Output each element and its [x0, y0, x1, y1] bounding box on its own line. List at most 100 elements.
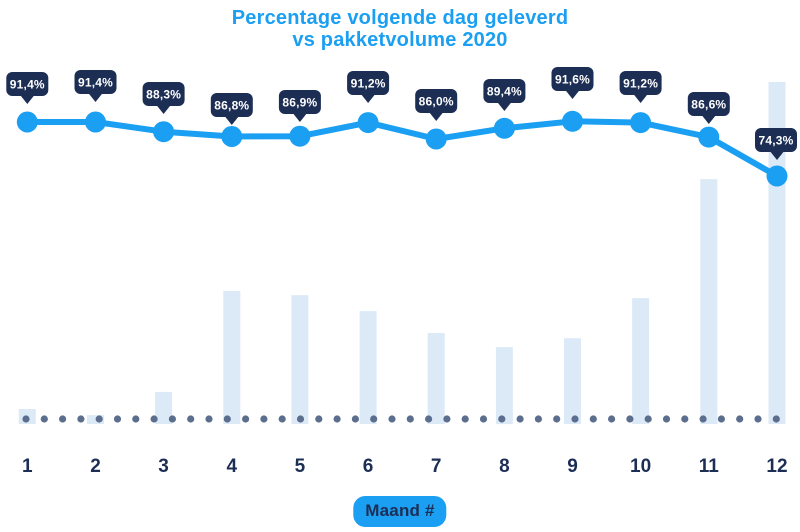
tooltip-tail: [769, 150, 785, 160]
baseline-dot: [516, 415, 524, 423]
baseline-dot: [242, 415, 250, 423]
data-point-marker: [493, 117, 515, 139]
baseline-dot: [479, 415, 488, 423]
data-label-tooltip: 91,2%: [623, 77, 658, 91]
volume-bar: [223, 291, 241, 424]
tooltip-box: [210, 93, 253, 117]
tooltip-tail: [155, 104, 172, 114]
baseline-dot: [187, 415, 195, 423]
volume-bar: [87, 415, 104, 424]
data-label-tooltip: 88,3%: [146, 88, 181, 102]
baseline-dot: [443, 415, 451, 423]
data-point-marker: [357, 112, 379, 134]
tooltip-box: [6, 72, 49, 96]
baseline-dot: [626, 415, 634, 423]
x-tick-label: 11: [699, 456, 720, 477]
volume-bar: [427, 333, 445, 424]
baseline-dot: [388, 415, 396, 423]
tooltip-tail: [19, 94, 36, 104]
x-tick-label: 9: [567, 456, 578, 477]
baseline-dot: [95, 415, 103, 423]
baseline-dot: [59, 415, 67, 423]
volume-bar: [495, 347, 513, 425]
tooltip-tail: [360, 93, 377, 103]
tooltip-box: [142, 82, 185, 106]
tooltip-box: [483, 79, 526, 103]
data-point-marker: [289, 125, 311, 147]
baseline-dot: [736, 415, 744, 423]
tooltip-box: [619, 71, 662, 95]
baseline-dot: [644, 415, 652, 423]
baseline-dot: [772, 415, 780, 423]
tooltip-tail: [291, 112, 308, 122]
data-label-tooltip: 74,3%: [758, 134, 793, 148]
data-point-marker: [153, 121, 175, 143]
baseline-dot: [205, 415, 213, 423]
x-tick-label: 3: [158, 456, 169, 477]
data-label-tooltip: 91,4%: [78, 76, 113, 90]
baseline-dot: [296, 415, 305, 423]
volume-bar: [564, 338, 581, 424]
x-tick-label: 7: [431, 456, 442, 477]
tooltip-box: [74, 70, 117, 94]
tooltip-box: [415, 89, 458, 113]
data-label-tooltip: 86,9%: [282, 96, 317, 110]
volume-bar: [155, 391, 173, 424]
baseline-dot: [370, 415, 378, 423]
baseline-dot: [681, 415, 689, 423]
baseline-dot: [168, 415, 176, 423]
baseline-dot: [608, 415, 616, 423]
data-point-marker: [698, 126, 720, 148]
baseline-dot: [717, 415, 726, 423]
tooltip-tail: [223, 115, 240, 125]
baseline-dot: [113, 415, 122, 423]
baseline-dot: [406, 415, 414, 423]
baseline-dot: [662, 415, 671, 423]
tooltip-tail: [87, 92, 104, 102]
tooltip-box: [687, 92, 730, 116]
tooltip-tail: [632, 93, 649, 103]
x-tick-label: 12: [766, 456, 787, 477]
tooltip-tail: [700, 114, 717, 124]
baseline-dot: [150, 415, 158, 423]
chart-title: Percentage volgende dag geleverd vs pakk…: [0, 7, 800, 51]
chart-title-line1: Percentage volgende dag geleverd: [231, 7, 569, 29]
tooltip-box: [278, 90, 321, 114]
data-point-marker: [16, 111, 38, 133]
chart-canvas: 91,4% 91,4% 88,3% 86,8% 86,9% 91,2% 86,0% 89,4%…: [6, 67, 797, 477]
baseline-dot: [534, 415, 543, 423]
baseline-dot: [40, 415, 48, 423]
baseline-dot: [223, 415, 231, 423]
baseline-dot: [77, 415, 85, 423]
baseline-dot: [278, 415, 286, 423]
baseline-dot: [22, 415, 30, 423]
baseline-dot: [498, 415, 506, 423]
baseline-dot: [315, 415, 323, 423]
tooltip-box: [551, 67, 594, 91]
tooltip-tail: [496, 101, 513, 111]
volume-bar: [700, 179, 718, 424]
chart-title-line2: vs pakketvolume 2020: [292, 29, 508, 51]
percentage-line: [24, 118, 780, 179]
data-point-marker: [221, 126, 243, 147]
baseline-dot: [571, 415, 579, 423]
volume-bar: [632, 298, 650, 424]
tooltip-tail: [564, 89, 581, 99]
volume-bar: [291, 295, 309, 424]
data-label-tooltip: 91,2%: [351, 77, 386, 91]
x-tick-label: 6: [363, 456, 374, 477]
x-tick-label: 5: [295, 456, 306, 477]
data-label-tooltip: 89,4%: [487, 85, 522, 99]
data-label-tooltip: 86,6%: [691, 98, 726, 112]
baseline-dot: [553, 415, 561, 423]
data-label-tooltip: 91,6%: [555, 73, 590, 87]
data-point-marker: [562, 110, 583, 132]
data-label-tooltip: 86,8%: [214, 99, 249, 113]
tooltip-box: [347, 71, 390, 95]
x-axis-label-badge: Maand #: [353, 496, 447, 527]
x-tick-label: 10: [630, 456, 651, 477]
baseline-dot: [699, 415, 707, 423]
baseline-dot: [132, 415, 140, 423]
data-point-marker: [766, 165, 788, 187]
